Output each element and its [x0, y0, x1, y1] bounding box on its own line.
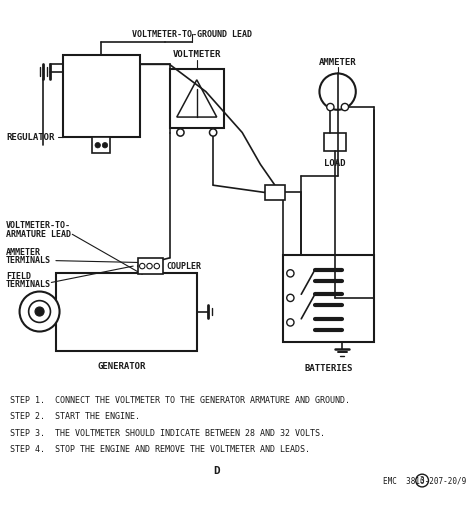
- Circle shape: [287, 270, 294, 277]
- Text: COUPLER: COUPLER: [167, 262, 202, 270]
- Circle shape: [154, 263, 160, 269]
- Text: STEP 3.  THE VOLTMETER SHOULD INDICATE BETWEEN 28 AND 32 VOLTS.: STEP 3. THE VOLTMETER SHOULD INDICATE BE…: [10, 429, 326, 438]
- Bar: [265, 185, 285, 200]
- Text: BATTERIES: BATTERIES: [304, 364, 353, 373]
- Text: ARMATURE LEAD: ARMATURE LEAD: [6, 230, 71, 239]
- Circle shape: [210, 129, 217, 136]
- Circle shape: [35, 307, 44, 316]
- Text: VOLTMETER: VOLTMETER: [173, 50, 221, 59]
- Text: EMC  3810-207-20/9: EMC 3810-207-20/9: [383, 476, 466, 485]
- Text: LOAD: LOAD: [324, 159, 346, 168]
- Circle shape: [287, 319, 294, 326]
- Text: AMMETER: AMMETER: [6, 248, 41, 257]
- Bar: [324, 133, 346, 151]
- Circle shape: [28, 301, 50, 322]
- Bar: [63, 56, 140, 137]
- Circle shape: [177, 129, 184, 136]
- Circle shape: [416, 474, 428, 487]
- Circle shape: [139, 263, 145, 269]
- Circle shape: [327, 103, 334, 111]
- Text: VOLTMETER-TO-GROUND LEAD: VOLTMETER-TO-GROUND LEAD: [132, 30, 252, 39]
- Circle shape: [102, 142, 108, 148]
- Bar: [138, 258, 163, 274]
- Bar: [92, 137, 110, 153]
- Bar: [56, 273, 197, 351]
- Text: GENERATOR: GENERATOR: [97, 362, 146, 372]
- Bar: [170, 69, 224, 128]
- Circle shape: [319, 74, 356, 110]
- Text: VOLTMETER-TO-: VOLTMETER-TO-: [6, 221, 71, 230]
- Text: STEP 4.  STOP THE ENGINE AND REMOVE THE VOLTMETER AND LEADS.: STEP 4. STOP THE ENGINE AND REMOVE THE V…: [10, 445, 310, 454]
- Text: 3: 3: [420, 476, 424, 485]
- Text: D: D: [213, 466, 220, 475]
- Circle shape: [147, 263, 152, 269]
- Text: FIELD: FIELD: [6, 271, 31, 281]
- Text: STEP 2.  START THE ENGINE.: STEP 2. START THE ENGINE.: [10, 412, 140, 421]
- Circle shape: [95, 142, 100, 148]
- Text: STEP 1.  CONNECT THE VOLTMETER TO THE GENERATOR ARMATURE AND GROUND.: STEP 1. CONNECT THE VOLTMETER TO THE GEN…: [10, 396, 350, 405]
- Circle shape: [19, 291, 60, 332]
- Text: REGULATOR: REGULATOR: [6, 133, 55, 141]
- Bar: [283, 255, 374, 341]
- Text: TERMINALS: TERMINALS: [6, 256, 51, 265]
- Text: AMMETER: AMMETER: [319, 58, 356, 67]
- Text: TERMINALS: TERMINALS: [6, 280, 51, 289]
- Circle shape: [287, 294, 294, 302]
- Circle shape: [341, 103, 348, 111]
